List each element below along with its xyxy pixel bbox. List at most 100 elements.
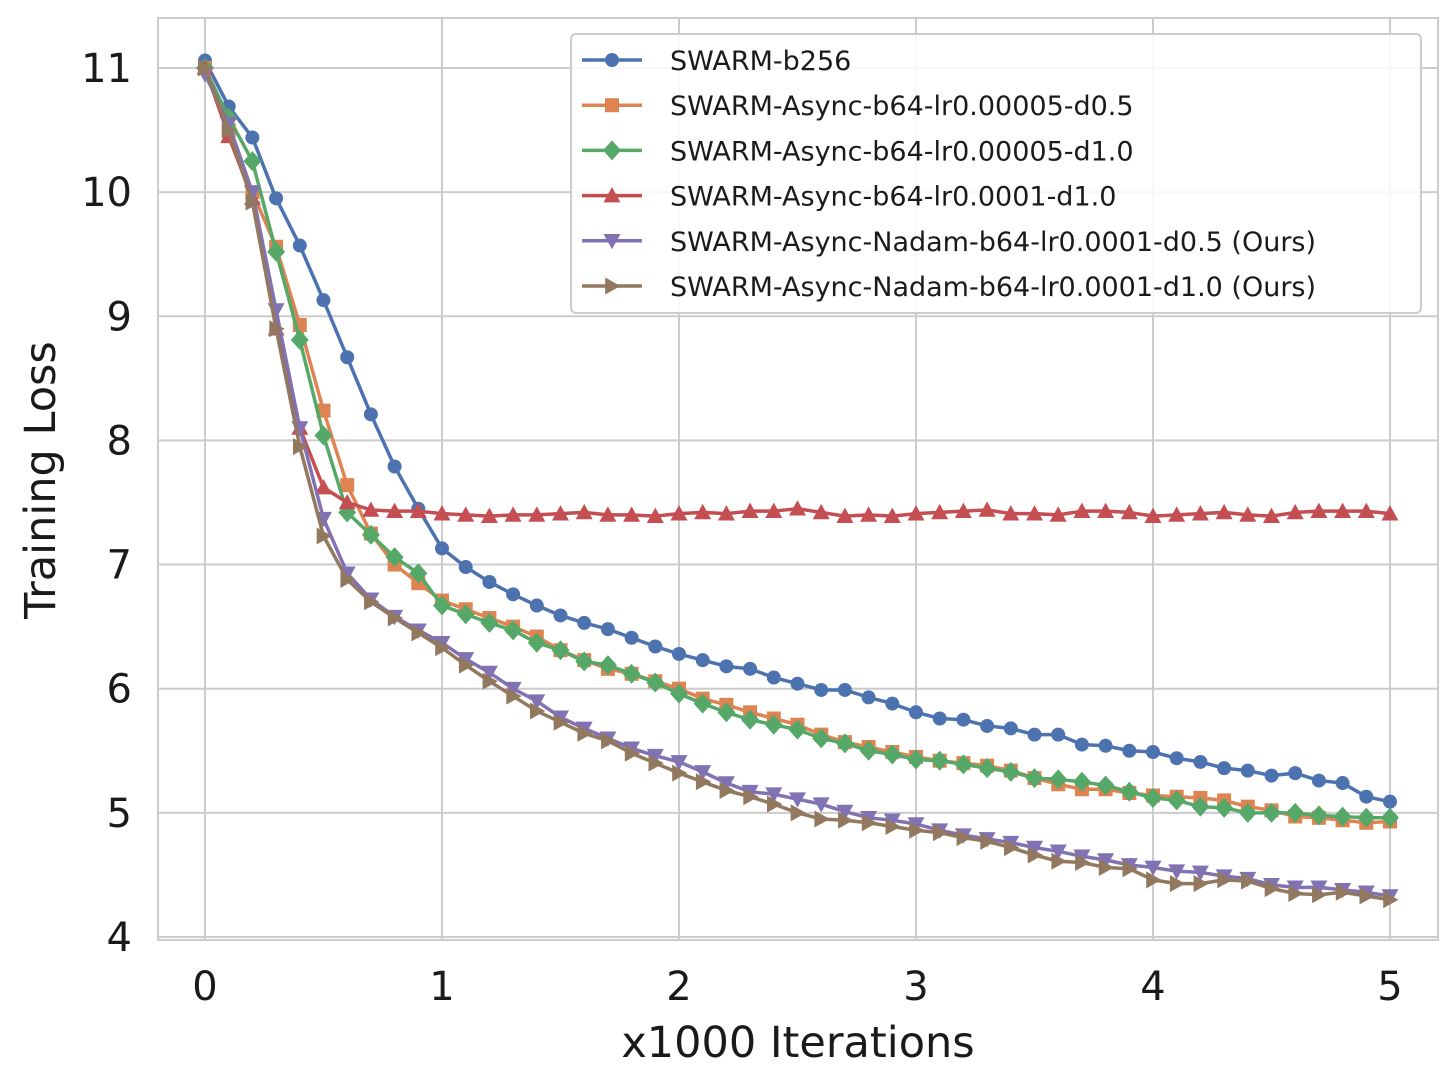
marker-circle: [837, 682, 852, 697]
marker-circle: [766, 670, 781, 685]
legend: SWARM-b256 SWARM-Async-b64-lr0.00005-d0.5…: [570, 33, 1422, 314]
marker-triangle-down: [789, 792, 806, 808]
marker-circle: [1359, 789, 1374, 804]
marker-square: [605, 98, 619, 113]
marker-triangle-up: [694, 503, 712, 520]
marker-circle: [956, 712, 971, 727]
marker-triangle-right: [1098, 858, 1115, 876]
marker-circle: [1311, 773, 1326, 788]
marker-circle: [672, 646, 686, 661]
marker-triangle-right: [885, 817, 901, 835]
marker-triangle-down: [1144, 860, 1162, 876]
marker-triangle-up: [362, 501, 380, 517]
marker-triangle-right: [814, 810, 830, 828]
marker-triangle-right: [1359, 887, 1375, 905]
marker-triangle-down: [812, 797, 830, 813]
marker-triangle-right: [1335, 883, 1352, 901]
marker-circle: [1051, 727, 1066, 742]
marker-triangle-right: [695, 773, 712, 791]
marker-triangle-up: [883, 507, 901, 523]
x-tick-label: 1: [429, 964, 454, 1010]
marker-triangle-up: [409, 502, 427, 518]
x-tick-label: 3: [903, 964, 928, 1010]
marker-triangle-down: [717, 776, 735, 792]
marker-diamond: [480, 612, 499, 633]
marker-triangle-up: [812, 503, 830, 520]
marker-diamond: [1286, 802, 1305, 823]
marker-triangle-down: [1026, 840, 1043, 857]
marker-triangle-right: [245, 193, 261, 211]
marker-triangle-up: [528, 506, 546, 522]
marker-diamond: [267, 241, 286, 262]
marker-diamond: [504, 620, 523, 641]
marker-diamond: [1215, 797, 1234, 818]
marker-triangle-up: [907, 505, 925, 521]
marker-triangle-right: [1027, 846, 1043, 864]
x-tick-label: 0: [192, 964, 217, 1010]
marker-triangle-right: [767, 795, 783, 813]
series-1: [198, 53, 1397, 809]
marker-circle: [1146, 745, 1160, 760]
marker-triangle-up: [552, 505, 569, 521]
marker-diamond: [551, 640, 570, 661]
marker-circle: [624, 630, 639, 645]
marker-diamond: [741, 709, 760, 730]
marker-triangle-right: [790, 804, 806, 822]
marker-circle: [1383, 794, 1397, 809]
marker-circle: [292, 238, 307, 253]
marker-triangle-right: [1383, 891, 1399, 909]
marker-triangle-right: [719, 781, 735, 799]
marker-diamond: [1096, 775, 1115, 796]
marker-diamond: [622, 663, 641, 684]
marker-circle: [435, 541, 449, 556]
marker-diamond: [290, 329, 309, 350]
marker-circle: [1169, 751, 1184, 766]
marker-triangle-up: [1191, 505, 1209, 521]
marker-triangle-right: [1217, 871, 1233, 889]
marker-diamond: [598, 655, 617, 676]
marker-diamond: [1049, 769, 1068, 790]
marker-triangle-up: [1168, 506, 1186, 522]
marker-triangle-down: [1191, 865, 1209, 881]
marker-circle: [340, 350, 355, 365]
marker-circle: [1074, 737, 1089, 752]
marker-triangle-down: [457, 652, 475, 668]
legend-label: SWARM-Async-Nadam-b64-lr0.0001-d1.0 (Our…: [670, 272, 1316, 303]
marker-diamond: [409, 563, 428, 584]
marker-triangle-up: [480, 507, 498, 523]
marker-triangle-right: [506, 687, 522, 705]
legend-entry: SWARM-b256: [582, 46, 851, 77]
series-3: [196, 58, 1399, 828]
marker-circle: [909, 705, 923, 720]
marker-triangle-up: [1215, 503, 1233, 520]
marker-diamond: [1357, 807, 1376, 828]
marker-triangle-down: [646, 748, 664, 765]
series-group: [196, 53, 1399, 909]
marker-diamond: [954, 754, 973, 775]
marker-triangle-right: [198, 59, 214, 77]
marker-triangle-up: [789, 500, 806, 516]
marker-diamond: [361, 524, 380, 545]
marker-circle: [814, 682, 829, 697]
marker-diamond: [835, 733, 854, 754]
marker-triangle-right: [624, 744, 641, 762]
marker-triangle-right: [956, 829, 972, 847]
marker-triangle-right: [1288, 885, 1304, 903]
marker-diamond: [1381, 807, 1399, 828]
marker-circle: [743, 661, 758, 676]
marker-diamond: [1120, 781, 1139, 802]
marker-diamond: [883, 744, 902, 765]
marker-circle: [1217, 761, 1232, 776]
y-tick-label: 4: [107, 915, 132, 961]
marker-triangle-right: [1051, 852, 1067, 870]
legend-entry: SWARM-Async-b64-lr0.00005-d1.0: [582, 136, 1134, 167]
tick-labels: 0 1 2 3 4 5 4 5 6 7 8 9 10 11: [81, 46, 1403, 1010]
marker-diamond: [385, 547, 404, 568]
marker-diamond: [243, 151, 262, 172]
marker-triangle-up: [978, 501, 996, 517]
marker-triangle-down: [480, 665, 498, 682]
marker-triangle-up: [860, 506, 878, 522]
marker-circle: [790, 676, 805, 691]
marker-triangle-right: [577, 724, 593, 742]
marker-circle: [1240, 763, 1255, 778]
